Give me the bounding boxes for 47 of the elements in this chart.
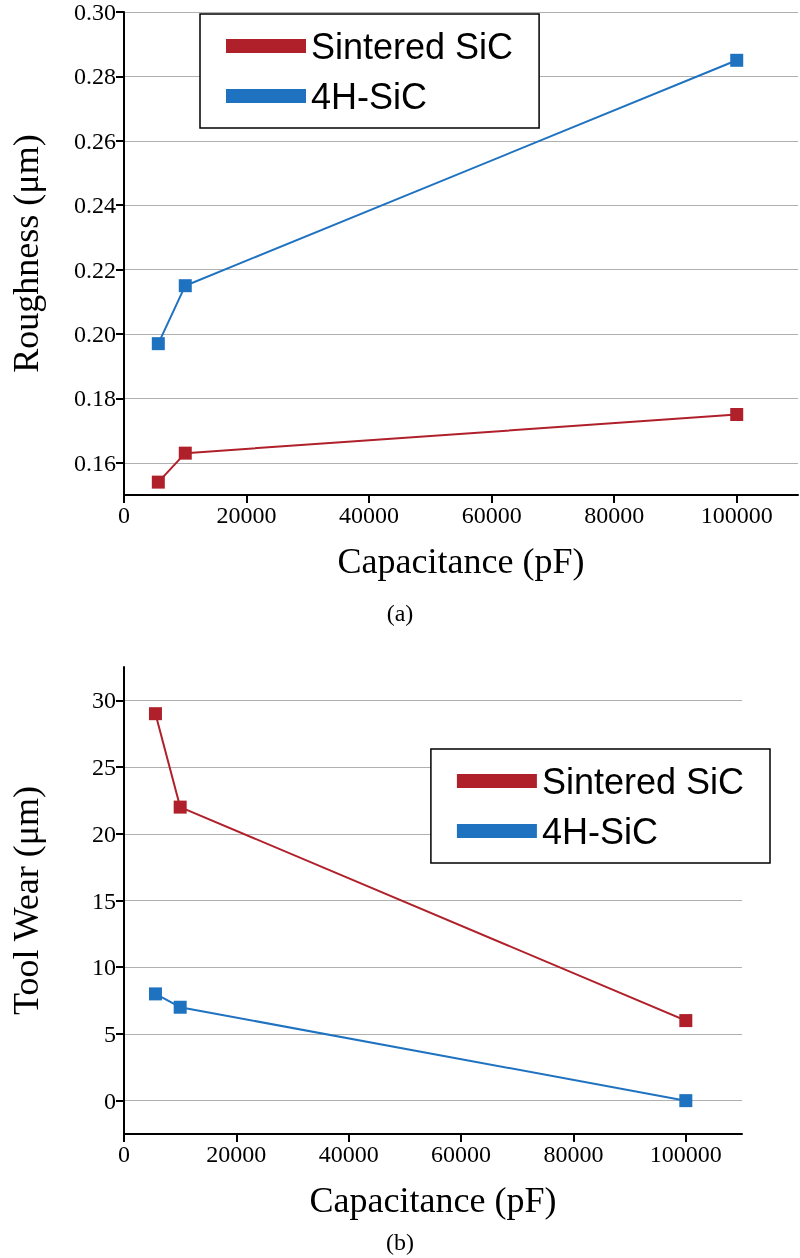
y-tick-label: 0.22 xyxy=(74,256,116,283)
x-tick-label: 80000 xyxy=(543,1141,604,1167)
x-tick-label: 20000 xyxy=(206,1141,267,1167)
y-tick-label: 0 xyxy=(104,1087,116,1114)
text: (b) xyxy=(386,1229,414,1255)
point xyxy=(148,707,162,721)
y-tick-label: 0.26 xyxy=(74,127,116,154)
x-tick-label: 40000 xyxy=(318,1141,379,1167)
y-tick-label: 0.20 xyxy=(74,321,116,347)
point xyxy=(679,1094,693,1108)
y-tick-label: 0.30 xyxy=(74,0,116,25)
legend-label: Sintered SiC xyxy=(311,25,514,67)
y-tick-label: 0.16 xyxy=(74,449,116,476)
point xyxy=(178,279,192,293)
y-tick-label: 15 xyxy=(92,887,116,914)
point xyxy=(178,446,192,460)
point xyxy=(173,1000,187,1014)
point xyxy=(173,800,187,814)
legend-label: Sintered SiC xyxy=(541,760,745,802)
y-tick-label: 0.28 xyxy=(74,63,116,90)
point xyxy=(151,337,165,351)
y-tick-label: 0.24 xyxy=(74,192,116,219)
legend-label: 4H-SiC xyxy=(311,75,428,117)
x-axis-title: Capacitance (pF) xyxy=(309,1180,557,1220)
text: (a) xyxy=(386,600,414,626)
point xyxy=(730,408,744,421)
x-axis-title: Capacitance (pF) xyxy=(337,541,585,581)
x-tick-label: 80000 xyxy=(584,502,645,528)
x-tick-label: 20000 xyxy=(216,502,277,528)
x-tick-label: 60000 xyxy=(461,502,522,528)
point xyxy=(730,53,744,67)
y-tick-label: 30 xyxy=(92,687,116,714)
point xyxy=(151,475,165,489)
x-tick-label: 60000 xyxy=(431,1141,492,1167)
y-tick-label: 10 xyxy=(92,954,116,981)
x-tick-label: 100000 xyxy=(649,1141,722,1167)
point xyxy=(679,1014,693,1028)
y-tick-label: 5 xyxy=(104,1020,116,1047)
y-tick-label: 0.18 xyxy=(74,385,116,412)
y-axis-title: Tool Wear (μm) xyxy=(6,785,46,1016)
x-tick-label: 40000 xyxy=(339,502,400,528)
y-tick-label: 20 xyxy=(92,820,116,847)
legend-label: 4H-SiC xyxy=(541,810,658,852)
x-tick-label: 100000 xyxy=(700,502,773,528)
point xyxy=(148,987,162,1001)
y-tick-label: 25 xyxy=(92,754,116,781)
y-axis-title: Roughness (μm) xyxy=(6,134,46,373)
